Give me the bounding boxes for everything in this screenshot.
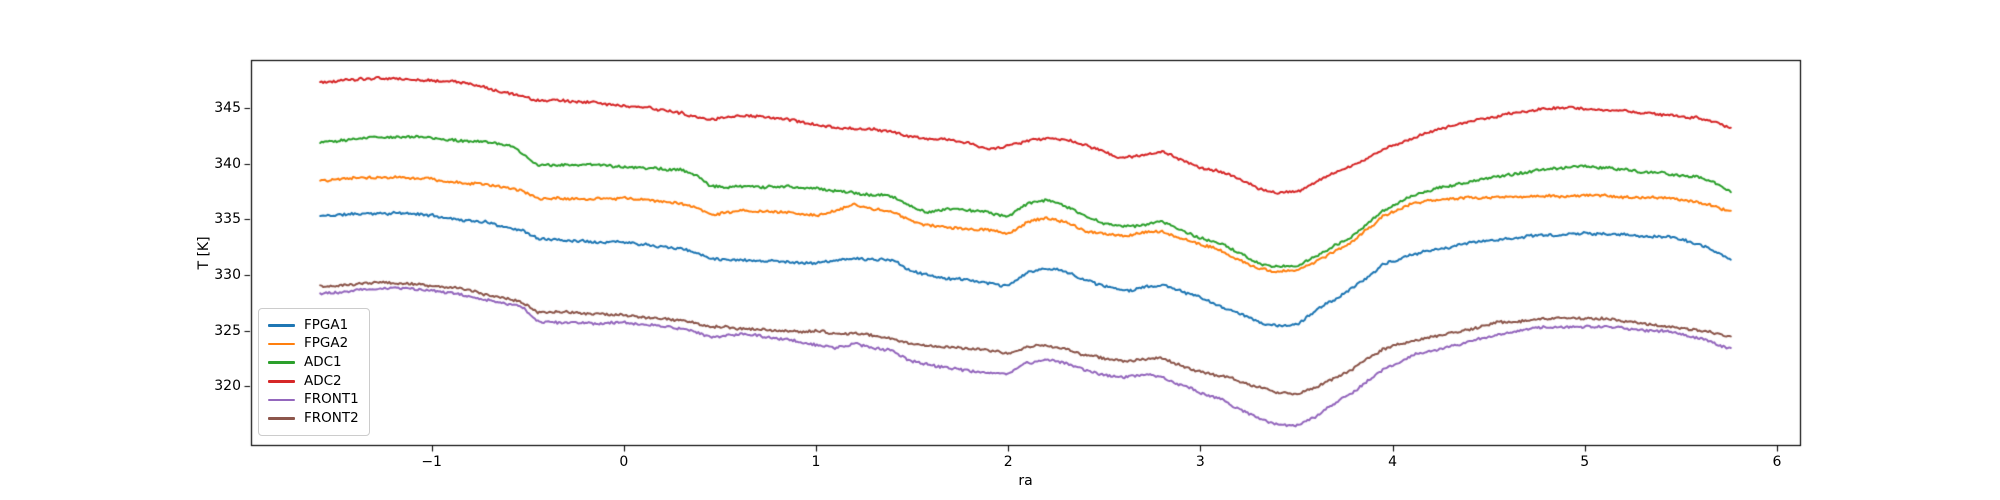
legend-item-front1: FRONT1 — [268, 391, 359, 410]
x-tick-label: −1 — [421, 454, 442, 470]
legend-item-adc1: ADC1 — [268, 353, 359, 372]
legend-line-swatch — [268, 342, 295, 346]
legend-line-swatch — [268, 380, 295, 383]
legend-label: FPGA2 — [304, 335, 349, 352]
y-tick-label: 345 — [214, 100, 241, 117]
legend-label: ADC2 — [304, 372, 342, 389]
legend-label: FPGA1 — [304, 316, 349, 333]
x-axis-label: ra — [1018, 473, 1033, 489]
y-tick-label: 340 — [214, 155, 241, 172]
x-tick-label: 3 — [1195, 454, 1205, 470]
legend: FPGA1 FPGA2 ADC1 ADC2 FRONT1 FRONT2 — [258, 308, 370, 436]
x-tick-label: 5 — [1580, 454, 1590, 470]
legend-line-swatch — [268, 361, 295, 364]
legend-label: FRONT1 — [304, 391, 359, 408]
y-tick-label: 330 — [214, 267, 241, 283]
x-tick-label: 2 — [1003, 454, 1013, 470]
y-tick-label: 320 — [214, 378, 241, 395]
legend-item-front2: FRONT2 — [268, 409, 359, 428]
x-tick-label: 4 — [1388, 454, 1398, 470]
legend-label: ADC1 — [304, 353, 342, 370]
x-tick-label: 1 — [811, 454, 821, 470]
legend-item-fpga2: FPGA2 — [268, 335, 359, 354]
y-tick-label: 335 — [214, 211, 241, 228]
y-tick-label: 325 — [214, 322, 241, 339]
legend-line-swatch — [268, 417, 295, 420]
legend-line-swatch — [268, 398, 295, 402]
y-axis-label: T [K] — [196, 235, 212, 270]
legend-item-fpga1: FPGA1 — [268, 316, 359, 335]
x-tick-label: 0 — [619, 454, 629, 470]
legend-label: FRONT2 — [304, 409, 359, 426]
legend-item-adc2: ADC2 — [268, 372, 359, 391]
legend-line-swatch — [268, 324, 295, 327]
x-tick-label: 6 — [1772, 454, 1782, 470]
